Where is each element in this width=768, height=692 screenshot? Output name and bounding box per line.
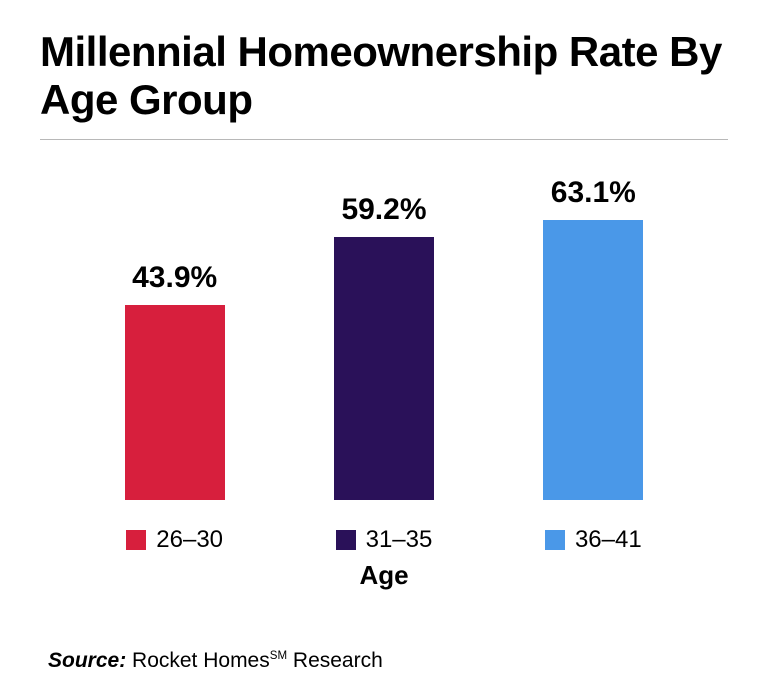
x-axis-label: Age [40,560,728,591]
legend-label-2: 36–41 [575,526,642,554]
legend-item-1: 31–35 [336,526,433,554]
bar-0 [125,305,225,500]
source-prefix: Source: [48,649,126,672]
legend-label-1: 31–35 [366,526,433,554]
source-brand: Rocket Homes [132,649,270,672]
bar-1 [334,237,434,500]
source-line: Source: Rocket HomesSM Research [40,649,728,673]
legend-item-2: 36–41 [545,526,642,554]
chart-title: Millennial Homeownership Rate By Age Gro… [40,28,728,125]
legend-swatch-2 [545,530,565,550]
legend: 26–30 31–35 36–41 [40,526,728,554]
legend-item-0: 26–30 [126,526,223,554]
bar-chart: 43.9% 59.2% 63.1% [40,180,728,500]
bar-group-2: 63.1% [513,176,673,500]
source-mark: SM [270,650,287,662]
bar-value-label-2: 63.1% [551,176,636,210]
title-divider [40,139,728,140]
legend-label-0: 26–30 [156,526,223,554]
bar-value-label-1: 59.2% [341,193,426,227]
legend-swatch-0 [126,530,146,550]
bar-value-label-0: 43.9% [132,261,217,295]
bar-group-0: 43.9% [95,261,255,500]
bar-group-1: 59.2% [304,193,464,500]
source-suffix: Research [287,649,383,672]
legend-swatch-1 [336,530,356,550]
bar-2 [543,220,643,500]
